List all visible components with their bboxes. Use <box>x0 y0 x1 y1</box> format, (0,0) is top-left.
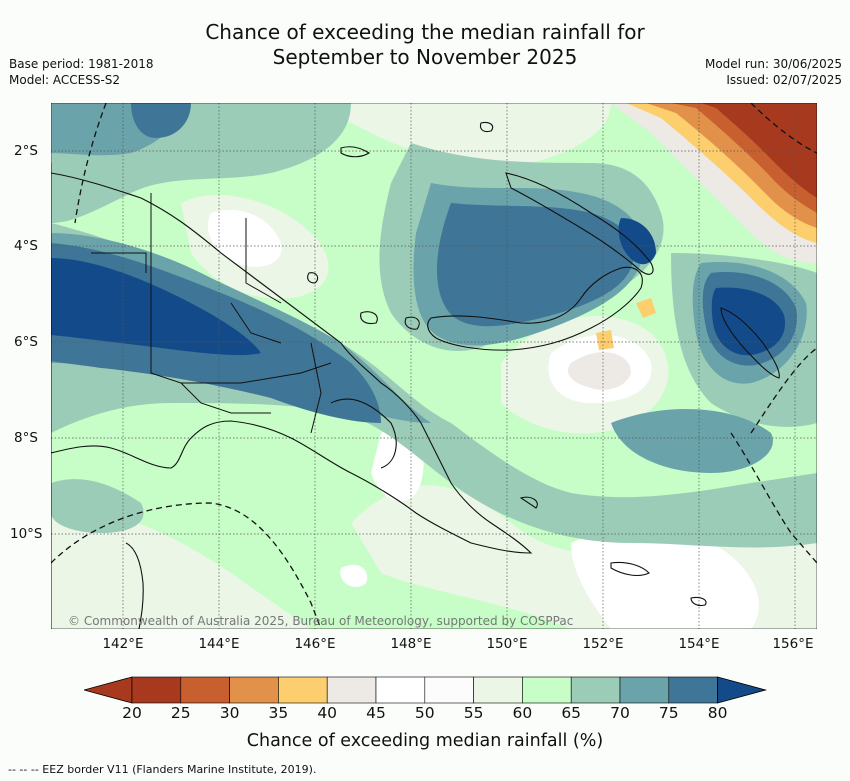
coastlines <box>51 121 780 629</box>
colorbar-label: Chance of exceeding median rainfall (%) <box>246 731 604 751</box>
lon-label-152e: 152°E <box>582 636 624 652</box>
base-period: Base period: 1981-2018 <box>9 57 154 71</box>
issued-date: Issued: 02/07/2025 <box>726 73 842 87</box>
lon-label-146e: 146°E <box>294 636 336 652</box>
zone-50 <box>571 528 759 629</box>
title-line-2: September to November 2025 <box>272 45 578 69</box>
colorbar <box>84 676 768 704</box>
colorbar-cell <box>424 676 474 704</box>
lat-label-4s: 4°S <box>14 238 38 254</box>
zone-80a <box>51 258 261 356</box>
colorbar-cell <box>180 676 230 704</box>
colorbar-tick-label: 55 <box>463 704 484 722</box>
zone-55 <box>51 511 311 629</box>
colorbar-tick-label: 20 <box>122 704 142 722</box>
blob-35b <box>596 330 614 350</box>
model-name: Model: ACCESS-S2 <box>9 73 121 87</box>
lon-label-142e: 142°E <box>102 636 144 652</box>
colorbar-arrow-high <box>717 676 768 704</box>
zone-75b <box>436 203 635 327</box>
blob-35a <box>636 298 656 318</box>
meta-right: Model run: 30/06/2025 Issued: 02/07/2025 <box>705 56 842 88</box>
colorbar-cell <box>326 676 377 704</box>
zone-50d <box>207 209 282 267</box>
lon-label-144e: 144°E <box>198 636 240 652</box>
lon-label-156e: 156°E <box>772 636 814 652</box>
lon-label-154e: 154°E <box>678 636 720 652</box>
graticule <box>51 103 817 629</box>
map-title: Chance of exceeding the median rainfall … <box>0 20 850 70</box>
zone-80c <box>618 218 656 265</box>
colorbar-tick-label: 40 <box>317 704 338 722</box>
colorbar-cell <box>668 676 718 704</box>
zone-20 <box>701 103 817 198</box>
colorbar-tick-label: 50 <box>414 704 435 722</box>
lat-label-10s: 10°S <box>10 526 43 542</box>
meta-left: Base period: 1981-2018 Model: ACCESS-S2 <box>9 56 154 88</box>
colorbar-tick-label: 25 <box>170 704 191 722</box>
rainfall-map <box>51 103 817 629</box>
lat-label-6s: 6°S <box>14 334 38 350</box>
title-line-1: Chance of exceeding the median rainfall … <box>205 20 645 44</box>
colorbar-tick-label: 45 <box>366 704 386 722</box>
lat-label-8s: 8°S <box>14 430 38 446</box>
zone-50c <box>340 564 368 588</box>
zone-55e <box>311 103 611 166</box>
model-run: Model run: 30/06/2025 <box>704 57 842 71</box>
province-borders <box>51 163 332 629</box>
colorbar-tick-label: 75 <box>658 704 679 722</box>
lon-label-148e: 148°E <box>390 636 432 652</box>
eez-legend: -- -- -- EEZ border V11 (Flanders Marine… <box>8 763 317 776</box>
eez-borders <box>51 103 817 629</box>
colorbar-cell <box>375 676 426 704</box>
zone-75d <box>131 103 191 138</box>
colorbar-tick-label: 65 <box>561 704 582 722</box>
colorbar-tick-label: 60 <box>512 704 533 722</box>
colorbar-cell <box>278 676 328 704</box>
colorbar-cells <box>84 676 768 704</box>
colorbar-tick-label: 30 <box>219 704 240 722</box>
colorbar-cell <box>229 676 279 704</box>
zone-80b <box>711 287 786 356</box>
colorbar-cell <box>619 676 670 704</box>
colorbar-cell <box>570 676 621 704</box>
colorbar-cell <box>522 676 572 704</box>
copyright-notice: © Commonwealth of Australia 2025, Bureau… <box>68 614 574 628</box>
colorbar-cell <box>473 676 523 704</box>
zone-70e <box>611 409 773 473</box>
lon-label-150e: 150°E <box>486 636 528 652</box>
colorbar-arrow-low <box>84 676 133 704</box>
lat-label-2s: 2°S <box>14 143 38 159</box>
colorbar-tick-label: 80 <box>707 704 728 722</box>
colorbar-tick-label: 35 <box>268 704 289 722</box>
colorbar-cell <box>131 676 182 704</box>
zone-45 <box>567 352 631 390</box>
colorbar-tick-label: 70 <box>610 704 630 722</box>
